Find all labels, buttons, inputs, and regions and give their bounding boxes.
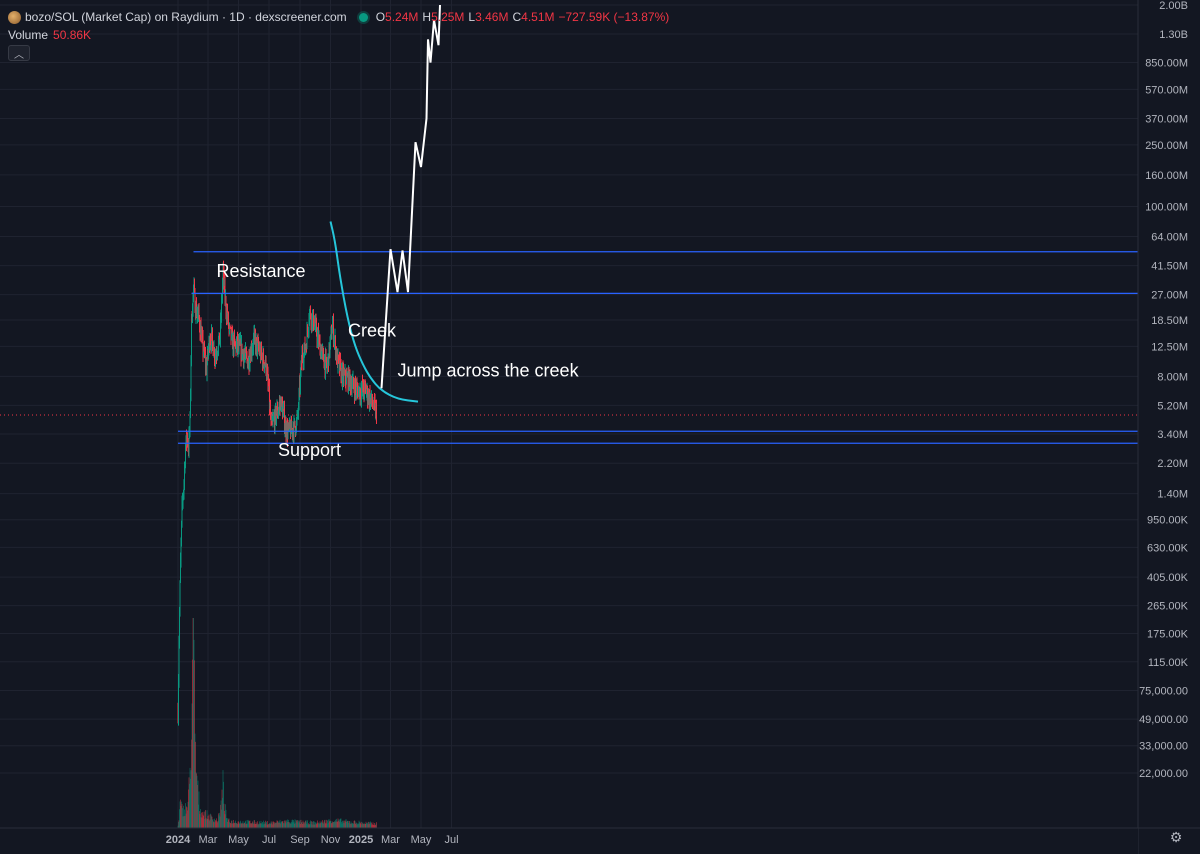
x-tick-label: Jul [262,834,276,846]
annotation-creek: Creek [348,320,397,340]
x-tick-label: 2025 [349,834,373,846]
token-logo-icon [8,10,21,24]
y-tick-label: 8.00M [1157,371,1188,383]
y-tick-label: 5.20M [1157,400,1188,412]
y-tick-label: 115.00K [1148,657,1189,669]
volume-legend: Volume 50.86K [8,28,91,42]
high-key: H [422,10,432,24]
x-tick-label: Sep [290,834,310,846]
annotation-support: Support [278,440,341,460]
y-tick-label: 850.00M [1145,58,1188,70]
y-tick-label: 950.00K [1147,515,1189,527]
annotation-jump: Jump across the creek [398,360,580,380]
volume-bars [177,618,377,828]
chart-settings-gear-icon[interactable]: ⚙ [1169,829,1183,845]
chart-header: bozo/SOL (Market Cap) on Raydium · 1D · … [8,9,673,25]
grid [0,0,1138,828]
y-tick-label: 250.00M [1145,140,1188,152]
volume-value: 50.86K [53,28,92,42]
chart-title: bozo/SOL (Market Cap) on Raydium · 1D · … [25,10,347,24]
low-key: L [468,10,476,24]
annotation-resistance: Resistance [216,261,305,281]
y-tick-label: 3.40M [1157,429,1188,441]
drawings[interactable] [329,4,441,403]
time-axis[interactable]: 2024 Mar May Jul Sep Nov 2025 Mar May Jul [0,827,1200,854]
time-axis-bg [0,828,1138,854]
candles [177,260,377,726]
y-tick-label: 75,000.00 [1139,686,1188,698]
y-tick-label: 12.50M [1151,341,1188,353]
close-value: 4.51M [521,10,555,24]
y-tick-label: 33,000.00 [1139,741,1188,753]
y-tick-label: 49,000.00 [1139,714,1188,726]
projection-path[interactable] [380,4,441,389]
volume-label: Volume [8,28,49,42]
y-tick-label: 1.30B [1159,29,1188,41]
x-tick-label: Mar [381,834,400,846]
x-tick-label: May [228,834,249,846]
x-tick-label: Mar [199,834,218,846]
y-tick-label: 41.50M [1151,261,1188,273]
y-tick-label: 405.00K [1147,572,1189,584]
y-tick-label: 630.00K [1147,542,1189,554]
x-tick-label: Nov [321,834,341,846]
y-tick-label: 160.00M [1145,170,1188,182]
high-value: 5.25M [431,10,465,24]
y-tick-label: 175.00K [1147,629,1189,641]
y-tick-label: 2.00B [1159,0,1188,12]
price-axis[interactable]: 2.00B 1.30B 850.00M 570.00M 370.00M 250.00M 16… [1137,0,1200,854]
y-tick-label: 18.50M [1151,315,1188,327]
y-tick-label: 265.00K [1147,601,1189,613]
change-value: −727.59K (−13.87%) [558,10,670,24]
chevron-up-icon: ︿ [14,49,24,61]
collapse-legend-button[interactable]: ︿ [8,45,30,61]
low-value: 3.46M [475,10,509,24]
x-tick-label: 2024 [166,834,191,846]
open-value: 5.24M [385,10,419,24]
x-tick-label: Jul [444,834,458,846]
y-tick-label: 64.00M [1151,232,1188,244]
y-tick-label: 27.00M [1151,290,1188,302]
annotations: Resistance Creek Support Jump across the cr… [216,261,579,460]
y-tick-label: 2.20M [1157,458,1188,470]
horizontal-levels[interactable]: 51.060M27.48M3.54M2.96M4.51M [0,244,1194,451]
y-tick-label: 100.00M [1145,202,1188,214]
live-status-icon [358,12,368,22]
y-tick-label: 1.40M [1157,489,1188,501]
x-tick-label: May [411,834,432,846]
open-key: O [375,10,386,24]
y-tick-label: 22,000.00 [1139,768,1188,780]
close-key: C [512,10,522,24]
y-tick-label: 370.00M [1145,114,1188,126]
creek-curve[interactable] [329,221,419,403]
y-tick-label: 570.00M [1145,84,1188,96]
price-axis-bg [1138,0,1200,854]
